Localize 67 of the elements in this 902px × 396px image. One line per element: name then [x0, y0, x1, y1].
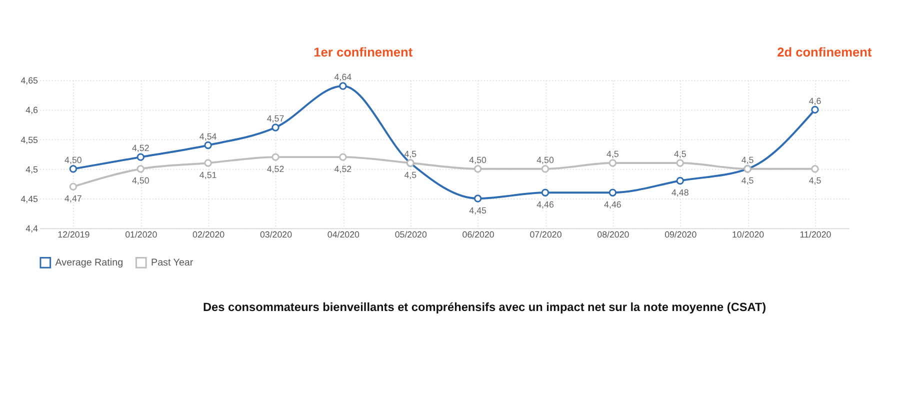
- x-tick-label: 02/2020: [192, 230, 225, 240]
- data-label: 4,64: [334, 72, 352, 82]
- data-label: 4,50: [469, 154, 487, 165]
- data-label: 4,52: [132, 143, 150, 154]
- data-label: 4,52: [334, 164, 352, 174]
- data-label: 4,48: [671, 188, 689, 198]
- point: [136, 153, 144, 161]
- data-label: 4,46: [536, 199, 554, 210]
- data-label: 4,5: [404, 170, 417, 180]
- point: [69, 165, 78, 173]
- data-label: 4,54: [199, 131, 217, 142]
- x-tick-label: 05/2020: [394, 230, 427, 240]
- point: [204, 159, 212, 167]
- data-label: 4,50: [132, 176, 150, 186]
- legend-label: Past Year: [150, 258, 194, 269]
- x-tick-label: 12/2019: [58, 230, 90, 240]
- x-tick-label: 07/2020: [530, 230, 562, 240]
- point: [204, 141, 212, 150]
- y-tick-label: 4,4: [26, 224, 38, 234]
- point: [474, 194, 482, 202]
- x-tick-label: 09/2020: [664, 230, 697, 240]
- y-tick-label: 4,55: [20, 134, 38, 145]
- point: [676, 176, 684, 185]
- data-label: 4,5: [741, 176, 754, 186]
- data-label: 4,57: [266, 114, 284, 124]
- x-tick-label: 03/2020: [260, 230, 292, 240]
- x-tick-label: 06/2020: [462, 230, 494, 240]
- point: [272, 124, 280, 132]
- data-label: 4,50: [536, 154, 554, 165]
- data-label: 4,47: [64, 193, 82, 204]
- data-label: 4,5: [404, 149, 417, 160]
- point: [339, 82, 347, 90]
- point: [608, 159, 617, 167]
- data-label: 4,5: [741, 154, 754, 165]
- data-label: 4,6: [808, 96, 822, 106]
- x-tick-label: 08/2020: [597, 230, 630, 240]
- x-tick-label: 10/2020: [732, 230, 764, 240]
- point: [676, 159, 684, 167]
- text: 2d confinement: [777, 44, 872, 60]
- point: [811, 106, 819, 114]
- data-label: 4,52: [266, 164, 284, 174]
- data-label: 4,5: [606, 149, 619, 160]
- y-tick-label: 4,65: [20, 76, 38, 86]
- point: [136, 165, 144, 173]
- point: [811, 165, 819, 173]
- point: [608, 188, 617, 196]
- point: [272, 153, 280, 161]
- point: [541, 165, 550, 173]
- data-label: 4,46: [604, 199, 622, 210]
- text: 1er confinement: [314, 44, 414, 60]
- data-label: 4,5: [808, 176, 822, 186]
- point: [339, 153, 347, 161]
- x-tick-label: 11/2020: [800, 230, 832, 240]
- legend-label: Average Rating: [55, 258, 124, 269]
- data-label: 4,5: [674, 149, 686, 160]
- y-tick-label: 4,5: [26, 164, 38, 174]
- y-tick-label: 4,45: [20, 194, 38, 204]
- y-tick-label: 4,6: [26, 105, 38, 116]
- x-tick-label: 04/2020: [327, 230, 360, 240]
- point: [69, 182, 78, 191]
- point: [541, 188, 550, 196]
- point: [474, 165, 482, 173]
- data-label: 4,45: [469, 205, 487, 216]
- x-tick-label: 01/2020: [125, 230, 158, 240]
- data-label: 4,51: [199, 170, 217, 180]
- text: Des consommateurs bienveillants et compréhensifs avec un impact net sur la note moyenne (CSAT): [203, 300, 766, 314]
- data-label: 4,50: [64, 154, 82, 165]
